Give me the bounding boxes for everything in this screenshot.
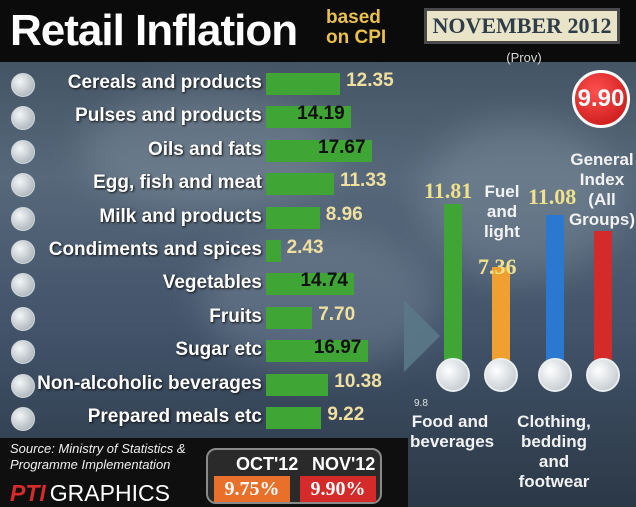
bar-row: Vegetables 14.74 <box>8 270 408 298</box>
category-label: Fruits <box>209 305 262 327</box>
wheat-icon <box>11 73 35 97</box>
milk-icon <box>11 206 35 231</box>
bar-value-label: 11.81 <box>424 178 473 203</box>
value-label: 11.33 <box>339 170 387 192</box>
bar <box>266 273 355 296</box>
axis-note: 9.8 <box>414 398 428 409</box>
bar <box>266 240 281 262</box>
credit-text: GRAPHICS <box>49 480 170 506</box>
apple-icon <box>11 306 35 331</box>
horizontal-bar-chart: Cereals and products 12.35 Pulses and prod… <box>8 66 408 438</box>
bar <box>266 106 352 129</box>
bar-row: Fruits 7.70 <box>8 304 408 332</box>
value-label: 9.22 <box>327 404 365 425</box>
value-label: 2.43 <box>286 237 324 258</box>
pti-logo: PTI <box>10 480 46 506</box>
category-label: Vegetables <box>162 272 262 294</box>
chilli-icon <box>11 240 35 264</box>
vertical-bar <box>444 204 462 372</box>
value-label: 8.96 <box>325 203 363 225</box>
bar-row: Egg, fish and meat 11.33 <box>8 170 408 198</box>
chart-title: Retail Inflation <box>10 6 298 55</box>
bar-value-label: 7.36 <box>478 254 517 279</box>
category-label: Prepared meals etc <box>87 406 262 427</box>
prev-month-value: 9.75% <box>214 476 290 502</box>
cur-month-label: NOV'12 <box>312 454 376 474</box>
fish-icon <box>11 173 35 198</box>
general-index-label: General Index (All Groups) <box>568 150 636 229</box>
month-label: NOVEMBER 2012 <box>424 8 620 44</box>
bar <box>266 206 320 229</box>
chart-subtitle: based on CPI <box>326 7 387 48</box>
oil-bottle-icon <box>11 139 35 164</box>
prev-month-label: OCT'12 <box>236 454 299 474</box>
vertical-bar <box>594 231 612 372</box>
sugar-icon <box>11 340 35 365</box>
bar-row: Pulses and products 14.19 <box>8 103 408 131</box>
category-label: Non-alcoholic beverages <box>37 372 262 394</box>
bar-row: Milk and products 8.96 <box>8 204 408 232</box>
beans-icon <box>11 106 35 131</box>
bar-row: Oils and fats 17.67 <box>8 137 408 165</box>
chart-trend-icon <box>586 358 620 392</box>
cur-month-value: 9.90% <box>300 476 376 502</box>
bar-row: Cereals and products 12.35 <box>8 70 408 98</box>
vertical-bar <box>546 214 564 372</box>
category-label: Milk and products <box>99 205 262 227</box>
bar-row: Non-alcoholic beverages 10.38 <box>8 371 408 399</box>
value-label: 14.19 <box>297 103 345 125</box>
bar <box>266 373 329 396</box>
cup-icon <box>436 358 470 392</box>
bar <box>266 306 313 329</box>
pointer-arrow <box>404 300 440 372</box>
bar <box>266 340 368 363</box>
category-label: Sugar etc <box>175 339 262 361</box>
plate-icon <box>11 407 35 431</box>
value-label: 7.70 <box>318 303 356 325</box>
value-label: 12.35 <box>346 70 394 91</box>
bar <box>266 139 373 162</box>
category-label: Oils and fats <box>147 138 262 160</box>
category-label: Egg, fish and meat <box>93 172 262 194</box>
provisional-note: (Prov) <box>506 50 542 65</box>
bottle-icon <box>11 373 35 398</box>
value-label: 16.97 <box>313 337 362 359</box>
category-label: Cereals and products <box>67 72 262 93</box>
group-label: Clothing, bedding and footwear <box>517 412 591 491</box>
vegetables-icon <box>11 273 35 298</box>
category-label: Condiments and spices <box>48 239 262 260</box>
shirt-icon <box>538 358 572 392</box>
bar-value-label: 11.08 <box>528 184 577 209</box>
source-note: Source: Ministry of Statistics & Program… <box>10 441 186 472</box>
vertical-bar <box>492 267 510 372</box>
bar <box>266 407 322 429</box>
value-label: 17.67 <box>318 136 366 158</box>
bar-row: Prepared meals etc 9.22 <box>8 404 408 432</box>
group-label: Fuel and light <box>484 182 520 241</box>
general-index-badge: 9.90 <box>572 70 630 128</box>
value-label: 14.74 <box>300 270 348 292</box>
credit: PTI GRAPHICS <box>10 480 170 507</box>
bar <box>266 173 334 196</box>
fuel-pump-icon <box>484 358 518 392</box>
value-label: 10.38 <box>334 370 382 392</box>
group-label: Food and beverages <box>410 412 495 451</box>
category-label: Pulses and products <box>75 105 262 127</box>
bar <box>266 73 341 95</box>
bar-row: Condiments and spices 2.43 <box>8 237 408 265</box>
bar-row: Sugar etc 16.97 <box>8 337 408 365</box>
